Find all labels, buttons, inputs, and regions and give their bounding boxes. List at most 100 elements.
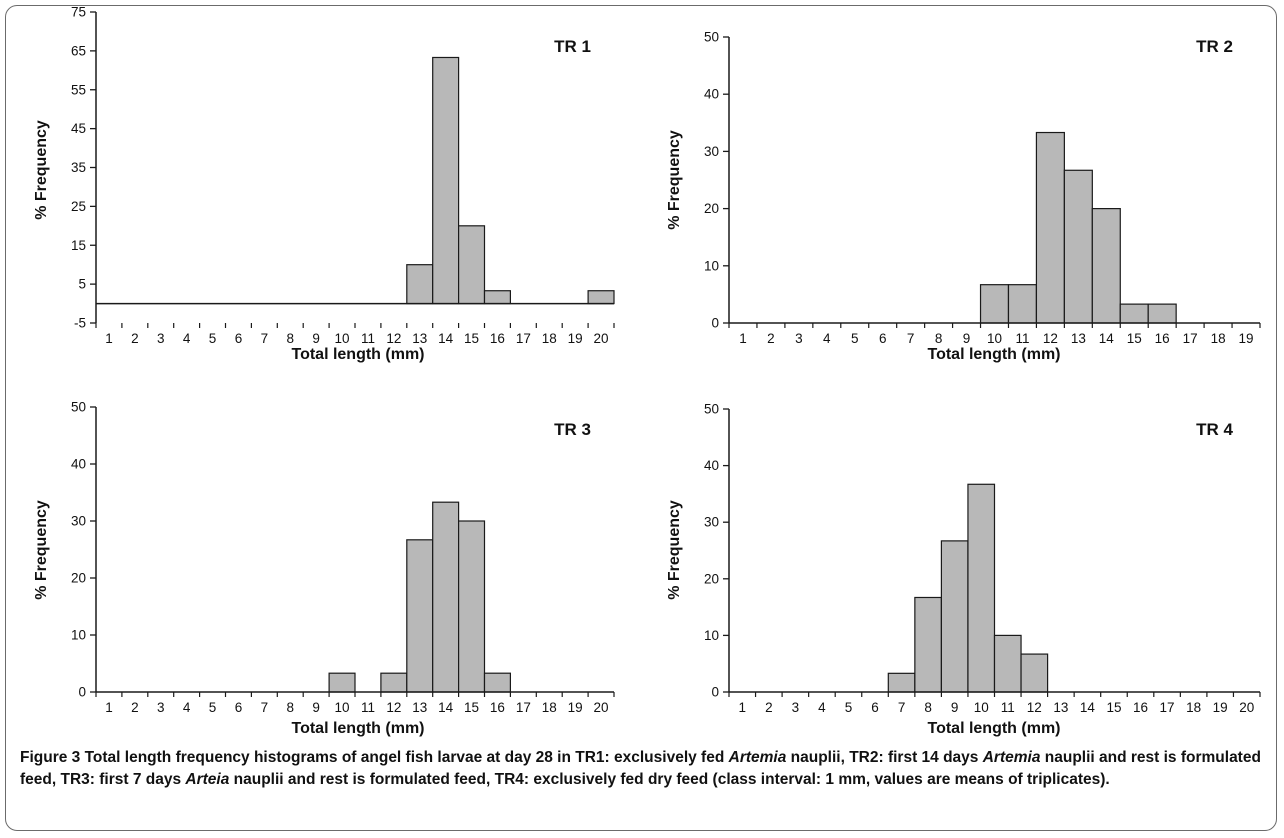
panel-title: TR 4 <box>1196 420 1233 439</box>
x-tick-label: 3 <box>157 700 165 715</box>
y-tick-label: 75 <box>71 5 86 20</box>
x-tick-label: 4 <box>823 331 831 346</box>
y-tick-label: 0 <box>711 685 719 700</box>
y-tick-label: 25 <box>71 199 86 214</box>
x-tick-label: 8 <box>935 331 943 346</box>
caption-text-4: nauplii and rest is formulated feed, TR4… <box>229 771 1110 788</box>
y-tick-label: 40 <box>71 457 86 472</box>
bar-12 <box>1035 131 1065 324</box>
bar-10 <box>967 483 996 693</box>
x-tick-label: 12 <box>386 331 401 346</box>
x-tick-label: 1 <box>739 700 747 715</box>
x-tick-label: 1 <box>105 700 113 715</box>
x-tick-label: 2 <box>131 331 139 346</box>
caption-text-2: nauplii, TR2: first 14 days <box>786 749 983 766</box>
x-tick-label: 15 <box>1106 700 1121 715</box>
y-tick-label: 40 <box>704 87 719 102</box>
y-axis-title: % Frequency <box>666 130 683 230</box>
x-tick-label: 20 <box>594 331 609 346</box>
y-tick-label: 30 <box>704 515 719 530</box>
caption-text-1: Total length frequency histograms of ang… <box>80 749 729 766</box>
bar-7 <box>887 672 916 693</box>
y-tick-label: 50 <box>71 400 86 415</box>
x-tick-label: 13 <box>1053 700 1068 715</box>
x-axis-title: Total length (mm) <box>291 346 424 363</box>
x-tick-label: 18 <box>1211 331 1226 346</box>
x-tick-label: 16 <box>1155 331 1170 346</box>
x-tick-label: 4 <box>183 331 191 346</box>
x-tick-label: 6 <box>871 700 879 715</box>
x-tick-label: 1 <box>739 331 747 346</box>
bar-15 <box>1119 303 1149 324</box>
x-axis-title: Total length (mm) <box>291 720 424 737</box>
bar-12 <box>1020 653 1049 693</box>
bar-13 <box>406 264 434 305</box>
x-tick-label: 10 <box>335 700 350 715</box>
bar-12 <box>380 672 408 693</box>
bar-16 <box>483 290 511 305</box>
x-tick-label: 14 <box>1080 700 1096 715</box>
x-tick-label: 17 <box>1160 700 1175 715</box>
panel-title: TR 1 <box>554 37 591 56</box>
y-tick-label: 0 <box>711 316 719 331</box>
x-tick-label: 2 <box>767 331 775 346</box>
x-tick-label: 16 <box>490 700 505 715</box>
x-tick-label: 5 <box>845 700 853 715</box>
x-tick-label: 6 <box>235 331 243 346</box>
x-tick-label: 17 <box>1183 331 1198 346</box>
caption-label: Figure 3 <box>20 749 81 766</box>
x-tick-label: 19 <box>568 331 583 346</box>
y-axis-title: % Frequency <box>666 500 683 600</box>
caption-text-3: nauplii and rest is formulated feed, TR3… <box>20 749 1261 788</box>
y-tick-label: 5 <box>78 277 86 292</box>
bar-11 <box>993 634 1022 693</box>
bar-15 <box>458 520 486 693</box>
x-tick-label: 19 <box>568 700 583 715</box>
x-tick-label: 12 <box>1043 331 1058 346</box>
y-tick-label: -5 <box>74 316 86 331</box>
x-tick-label: 10 <box>987 331 1002 346</box>
x-tick-label: 9 <box>312 700 320 715</box>
y-tick-label: 30 <box>704 144 719 159</box>
x-tick-label: 11 <box>361 331 375 346</box>
x-tick-label: 3 <box>795 331 803 346</box>
panel-title: TR 2 <box>1196 37 1233 56</box>
bar-14 <box>432 56 460 305</box>
y-tick-label: 20 <box>704 571 719 586</box>
x-tick-label: 7 <box>898 700 906 715</box>
y-tick-label: 65 <box>71 43 86 58</box>
x-tick-label: 11 <box>1001 700 1015 715</box>
x-tick-label: 14 <box>1099 331 1115 346</box>
x-tick-label: 11 <box>361 700 375 715</box>
bar-20 <box>587 290 615 305</box>
bar-10 <box>328 672 356 693</box>
x-tick-label: 6 <box>235 700 243 715</box>
bar-14 <box>432 501 460 693</box>
x-tick-label: 19 <box>1213 700 1228 715</box>
y-tick-label: 20 <box>704 201 719 216</box>
bar-9 <box>940 540 969 693</box>
bar-16 <box>1147 303 1177 324</box>
y-axis-title: % Frequency <box>33 120 50 220</box>
x-tick-label: 13 <box>1071 331 1086 346</box>
x-tick-label: 8 <box>924 700 932 715</box>
x-tick-label: 13 <box>412 331 427 346</box>
bar-13 <box>1063 169 1093 324</box>
bar-13 <box>406 539 434 693</box>
y-tick-label: 50 <box>704 402 719 417</box>
x-tick-label: 9 <box>963 331 971 346</box>
x-axis-title: Total length (mm) <box>927 720 1060 737</box>
caption-italic-3: Arteia <box>185 771 230 788</box>
figure-frame <box>5 5 1277 831</box>
figure-caption: Figure 3 Total length frequency histogra… <box>20 747 1264 791</box>
x-tick-label: 5 <box>209 331 217 346</box>
x-tick-label: 7 <box>261 700 269 715</box>
bar-15 <box>458 225 486 305</box>
x-tick-label: 12 <box>1027 700 1042 715</box>
y-tick-label: 20 <box>71 571 86 586</box>
caption-italic-2: Artemia <box>982 749 1041 766</box>
x-tick-label: 20 <box>1239 700 1254 715</box>
x-tick-label: 18 <box>542 700 557 715</box>
